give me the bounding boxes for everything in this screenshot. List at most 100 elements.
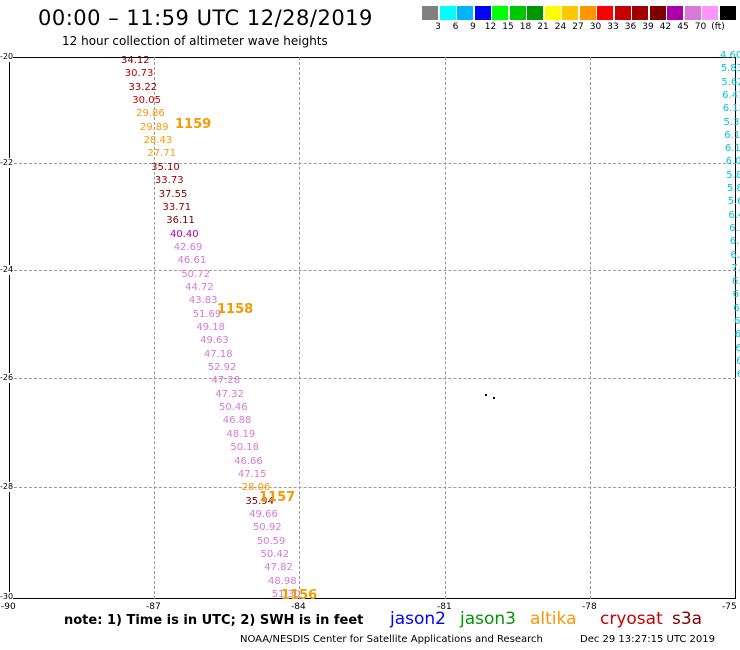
- island-marker: [493, 397, 495, 399]
- colorbar-label: 3: [435, 22, 441, 32]
- colorbar-label: 15: [502, 22, 514, 32]
- wave-height-value: 28.43: [143, 135, 173, 147]
- colorbar-label: 12: [484, 22, 497, 32]
- satellite-label: s3a: [672, 609, 703, 629]
- wave-height-value: 6.6: [731, 276, 740, 288]
- island-marker: [485, 394, 487, 396]
- wave-height-value: 37.55: [158, 188, 188, 200]
- wave-height-value: 48.98: [268, 575, 297, 587]
- colorbar-label: 42: [659, 22, 672, 32]
- wave-height-value: 46.61: [177, 255, 207, 267]
- wave-height-value: 43.83: [188, 295, 218, 307]
- colorbar-label: 39: [642, 22, 654, 32]
- colorbar-swatch: [649, 6, 666, 20]
- grid-line: [9, 378, 736, 379]
- colorbar-label: 45: [677, 22, 689, 32]
- wave-height-value: 50.42: [260, 548, 290, 560]
- satellite-label: altika: [530, 609, 577, 629]
- lat-label: -28: [0, 482, 14, 492]
- wave-height-value: 50.59: [256, 535, 286, 547]
- colorbar-label: (ft): [711, 22, 725, 32]
- time-label: 1156: [281, 588, 318, 603]
- wave-height-value: 30.05: [132, 95, 161, 107]
- colorbar-swatch: [719, 6, 736, 20]
- wave-height-value: 36.11: [166, 215, 195, 227]
- wave-height-value: 42.69: [173, 241, 203, 253]
- wave-height-value: 33.22: [128, 81, 158, 93]
- wave-height-value: 6.3: [729, 222, 740, 234]
- wave-height-value: 5.85: [726, 169, 740, 181]
- wave-height-value: 5.63: [727, 196, 740, 208]
- colorbar-label: 21: [537, 22, 549, 32]
- map-frame: [9, 57, 736, 599]
- colorbar-swatch: [492, 6, 508, 20]
- wave-height-value: 52.92: [207, 362, 237, 374]
- colorbar-swatch: [597, 6, 613, 20]
- footer-credit: NOAA/NESDIS Center for Satellite Applica…: [240, 634, 543, 645]
- time-label: 1159: [175, 117, 212, 132]
- wave-height-value: 5.62: [721, 76, 740, 88]
- wave-height-value: 4.60: [720, 50, 740, 61]
- lon-label: -78: [582, 602, 597, 612]
- wave-height-value: 49.63: [200, 335, 229, 347]
- time-label: 1157: [259, 490, 296, 505]
- lat-label: -24: [0, 265, 14, 275]
- satellite-label: cryosat: [600, 609, 663, 629]
- grid-line: [590, 57, 591, 599]
- wave-height-value: 5.39: [723, 116, 740, 128]
- wave-height-value: 29.89: [139, 121, 169, 133]
- wave-height-value: 6.: [733, 302, 740, 314]
- colorbar-swatch: [562, 6, 578, 20]
- grid-line: [9, 163, 736, 164]
- wave-height-value: 47.15: [237, 468, 267, 480]
- wave-height-value: 33.71: [162, 201, 192, 213]
- wave-height-value: 50.92: [252, 522, 282, 534]
- wave-height-value: 6.14: [724, 143, 740, 155]
- colorbar-label: 18: [519, 22, 532, 32]
- grid-line: [154, 57, 155, 599]
- wave-height-value: 50.72: [181, 268, 210, 280]
- lat-label: -22: [0, 158, 14, 168]
- wave-height-value: 6.7: [730, 249, 740, 261]
- wave-height-value: 40.40: [170, 228, 199, 240]
- colorbar-swatch: [439, 6, 456, 20]
- lon-label: -90: [1, 602, 16, 612]
- colorbar-swatch: [684, 6, 701, 20]
- wave-height-value: 51.30: [271, 589, 301, 600]
- colorbar-swatch: [509, 6, 526, 20]
- wave-height-value: 47.32: [215, 388, 244, 400]
- wave-height-value: 49.18: [196, 322, 226, 333]
- page-title: 00:00 – 11:59 UTC 12/28/2019: [38, 6, 373, 30]
- wave-height-value: 49.66: [249, 508, 278, 520]
- colorbar-swatch: [702, 6, 718, 20]
- lon-label: -84: [291, 602, 306, 612]
- wave-height-value: 6: [736, 355, 740, 367]
- wave-height-value: 51.69: [192, 308, 222, 320]
- wave-height-value: 28.06: [241, 482, 271, 494]
- wave-height-value: 47.18: [203, 348, 233, 360]
- wave-height-value: 27.71: [147, 148, 177, 160]
- wave-height-value: 6.15: [722, 103, 740, 115]
- colorbar-swatch: [579, 6, 596, 20]
- wave-height-value: 6.14: [724, 129, 740, 141]
- wave-height-value: 47.28: [211, 375, 241, 387]
- grid-line: [9, 487, 736, 488]
- wave-height-value: 44.72: [185, 281, 214, 293]
- wave-height-value: 6: [736, 369, 740, 381]
- colorbar-label: 6: [452, 22, 459, 32]
- lon-label: -75: [722, 602, 737, 612]
- wave-height-value: 6.03: [725, 156, 740, 168]
- colorbar-swatch: [527, 6, 543, 20]
- wave-height-value: 50.46: [219, 402, 248, 414]
- lon-label: -81: [437, 602, 452, 612]
- colorbar-label: 27: [572, 22, 584, 32]
- colorbar-label: 33: [607, 22, 619, 32]
- wave-height-value: 46.88: [222, 415, 252, 427]
- wave-height-value: 47.82: [264, 562, 293, 574]
- page-subtitle: 12 hour collection of altimeter wave hei…: [62, 34, 328, 48]
- lat-label: -30: [0, 592, 14, 602]
- lat-label: -20: [0, 52, 14, 62]
- colorbar-swatch: [422, 6, 438, 20]
- wave-height-value: 7.2: [731, 262, 740, 274]
- satellite-label: jason3: [460, 609, 516, 629]
